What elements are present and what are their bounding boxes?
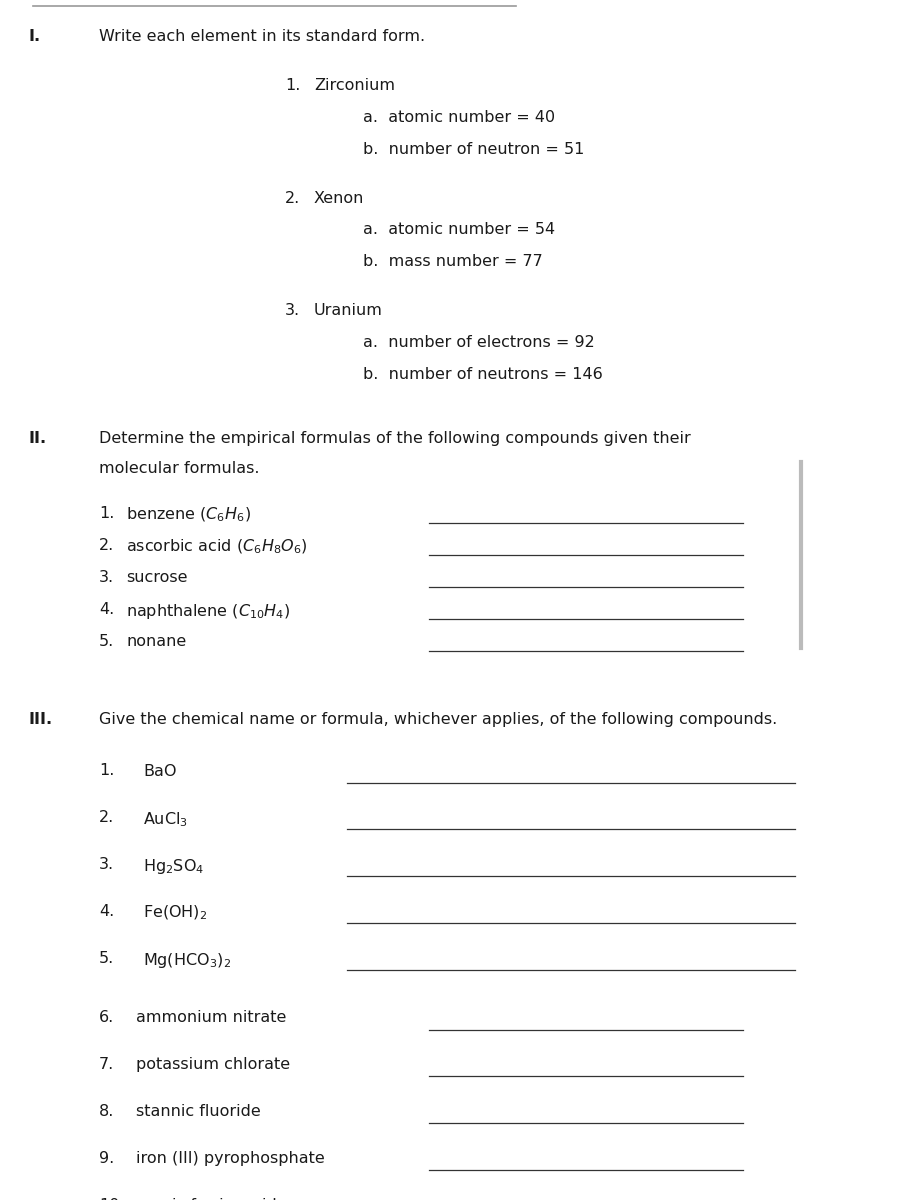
Text: 5.: 5. bbox=[99, 634, 114, 648]
Text: 2.: 2. bbox=[99, 538, 114, 553]
Text: 4.: 4. bbox=[99, 904, 114, 919]
Text: b.  mass number = 77: b. mass number = 77 bbox=[363, 254, 543, 270]
Text: Write each element in its standard form.: Write each element in its standard form. bbox=[99, 29, 425, 43]
Text: 3.: 3. bbox=[99, 570, 114, 584]
Text: $\mathrm{AuCl_3}$: $\mathrm{AuCl_3}$ bbox=[143, 810, 187, 829]
Text: Determine the empirical formulas of the following compounds given their: Determine the empirical formulas of the … bbox=[99, 431, 691, 446]
Text: a.  atomic number = 54: a. atomic number = 54 bbox=[363, 222, 555, 238]
Text: 10.: 10. bbox=[99, 1198, 125, 1200]
Text: 9.: 9. bbox=[99, 1151, 114, 1166]
Text: 1.: 1. bbox=[99, 763, 115, 779]
Text: Give the chemical name or formula, whichever applies, of the following compounds: Give the chemical name or formula, which… bbox=[99, 713, 778, 727]
Text: 6.: 6. bbox=[99, 1010, 114, 1026]
Text: Xenon: Xenon bbox=[314, 191, 364, 205]
Text: III.: III. bbox=[29, 713, 53, 727]
Text: 3.: 3. bbox=[99, 857, 114, 872]
Text: $\mathrm{Mg(HCO_3)_2}$: $\mathrm{Mg(HCO_3)_2}$ bbox=[143, 950, 231, 970]
Text: 5.: 5. bbox=[99, 950, 114, 966]
Text: 2.: 2. bbox=[99, 810, 114, 826]
Text: molecular formulas.: molecular formulas. bbox=[99, 461, 259, 476]
Text: I.: I. bbox=[29, 29, 41, 43]
Text: ascorbic acid ($C_6H_8O_6$): ascorbic acid ($C_6H_8O_6$) bbox=[126, 538, 308, 556]
Text: 4.: 4. bbox=[99, 601, 114, 617]
Text: 2.: 2. bbox=[285, 191, 300, 205]
Text: b.  number of neutron = 51: b. number of neutron = 51 bbox=[363, 142, 585, 156]
Text: 7.: 7. bbox=[99, 1057, 114, 1073]
Text: naphthalene ($C_{10}H_4$): naphthalene ($C_{10}H_4$) bbox=[126, 601, 291, 620]
Text: $\mathrm{Fe(OH)_2}$: $\mathrm{Fe(OH)_2}$ bbox=[143, 904, 207, 923]
Text: 1.: 1. bbox=[285, 78, 300, 92]
Text: potassium chlorate: potassium chlorate bbox=[136, 1057, 291, 1073]
Text: Zirconium: Zirconium bbox=[314, 78, 395, 92]
Text: $\mathrm{BaO}$: $\mathrm{BaO}$ bbox=[143, 763, 178, 780]
Text: stannic fluoride: stannic fluoride bbox=[136, 1104, 261, 1120]
Text: Uranium: Uranium bbox=[314, 304, 383, 318]
Text: nonane: nonane bbox=[126, 634, 187, 648]
Text: iron (III) pyrophosphate: iron (III) pyrophosphate bbox=[136, 1151, 325, 1166]
Text: b.  number of neutrons = 146: b. number of neutrons = 146 bbox=[363, 367, 603, 383]
Text: sucrose: sucrose bbox=[126, 570, 187, 584]
Text: benzene ($C_6H_6$): benzene ($C_6H_6$) bbox=[126, 505, 251, 524]
Text: 1.: 1. bbox=[99, 505, 115, 521]
Text: a.  atomic number = 40: a. atomic number = 40 bbox=[363, 109, 555, 125]
Text: a.  number of electrons = 92: a. number of electrons = 92 bbox=[363, 335, 595, 350]
Text: ammonium nitrate: ammonium nitrate bbox=[136, 1010, 287, 1026]
Text: $\mathrm{Hg_2SO_4}$: $\mathrm{Hg_2SO_4}$ bbox=[143, 857, 205, 876]
Text: cupric ferricyanide: cupric ferricyanide bbox=[136, 1198, 287, 1200]
Text: 8.: 8. bbox=[99, 1104, 115, 1120]
Text: 3.: 3. bbox=[285, 304, 300, 318]
Text: II.: II. bbox=[29, 431, 47, 446]
